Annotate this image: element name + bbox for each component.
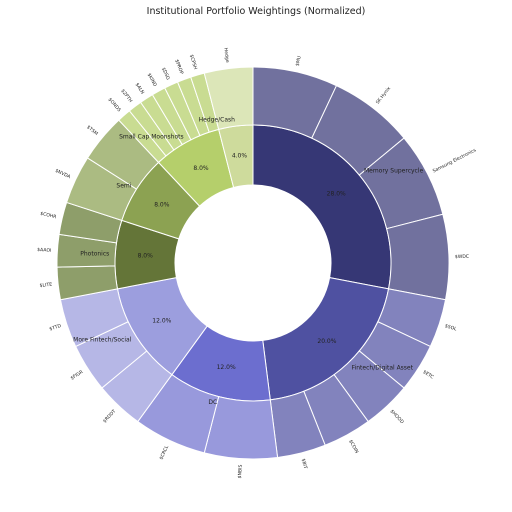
sector-name-label: Memory Supercycle xyxy=(364,168,424,175)
holding-label: Hedge xyxy=(222,47,230,63)
holding-label: $LITE xyxy=(39,282,52,289)
sector-photonics: $LITE $AAOI $COHR Photonics 8.0% xyxy=(37,201,180,301)
chart-title: Institutional Portfolio Weightings (Norm… xyxy=(146,6,366,17)
holding-label: $FIGR xyxy=(70,369,85,382)
holding-label: SK Hynix xyxy=(375,85,392,105)
sector-name-label: Fintech/Digital Asset xyxy=(352,364,414,371)
holding-label: $TSM xyxy=(85,124,99,137)
holding-label: $TTD xyxy=(49,323,63,333)
sector-value-label: 12.0% xyxy=(217,364,236,371)
holding-label: $SOL xyxy=(444,323,458,333)
holding-label: $DSG xyxy=(160,67,171,82)
sector-name-label: More Fintech/Social xyxy=(73,337,132,344)
sector-semi: $NVDA $TSM Semi 8.0% xyxy=(54,119,201,240)
holding-label: $BIT xyxy=(300,458,308,470)
holding-label: $COIN xyxy=(347,439,359,455)
holding-label: $ETC xyxy=(422,369,435,380)
holding-label: $ALN xyxy=(134,82,146,95)
center-hole xyxy=(175,185,331,341)
holding-label: $WDC xyxy=(455,254,469,260)
sector-dc: $NBIS $CRCL DC 12.0% xyxy=(137,325,279,479)
holding-label: $COHR xyxy=(40,211,58,221)
sector-name-label: Small Cap Moonshots xyxy=(119,133,184,140)
sector-fintech-digital-asset: $SOL $ETC $HOOD $COIN $BIT Fintech/Digital As… xyxy=(262,277,458,470)
outer-wedge-wdc xyxy=(386,213,450,301)
holding-label: $RDDT xyxy=(102,408,117,424)
holding-label: $ONDS xyxy=(107,97,122,113)
holding-label: $ZPTH xyxy=(119,88,133,104)
outer-wedge-hedge xyxy=(203,66,254,130)
holding-label: $AAOI xyxy=(37,247,52,254)
sector-name-label: Photonics xyxy=(80,250,109,257)
sector-value-label: 8.0% xyxy=(138,253,154,260)
sector-value-label: 28.0% xyxy=(327,191,346,198)
holding-label: $MU xyxy=(295,55,303,66)
sector-value-label: 4.0% xyxy=(232,152,248,159)
holding-label: $KIND xyxy=(146,72,158,88)
holding-label: $CRCL xyxy=(158,444,170,460)
sector-name-label: Semi xyxy=(116,182,131,189)
holding-label: $HOOD xyxy=(389,409,405,426)
sector-value-label: 8.0% xyxy=(154,202,170,209)
holding-label: $NBIS xyxy=(237,464,244,478)
sector-name-label: Hedge/Cash xyxy=(199,117,236,124)
sector-more-fintech-social: $RDDT $FIGR $TTD More Fintech/Social 12.0% xyxy=(49,277,208,424)
holding-label: $PROP xyxy=(173,59,184,76)
holding-label: $NVDA xyxy=(54,168,72,181)
sector-value-label: 12.0% xyxy=(152,317,171,324)
sector-value-label: 8.0% xyxy=(193,165,209,172)
holding-label: $CPSH xyxy=(188,54,198,70)
holding-label: Samsung Electronics xyxy=(432,147,478,174)
sector-hedge-cash: Hedge Hedge/Cash 4.0% xyxy=(199,47,254,189)
sector-value-label: 20.0% xyxy=(317,338,336,345)
sector-name-label: DC xyxy=(208,399,217,406)
